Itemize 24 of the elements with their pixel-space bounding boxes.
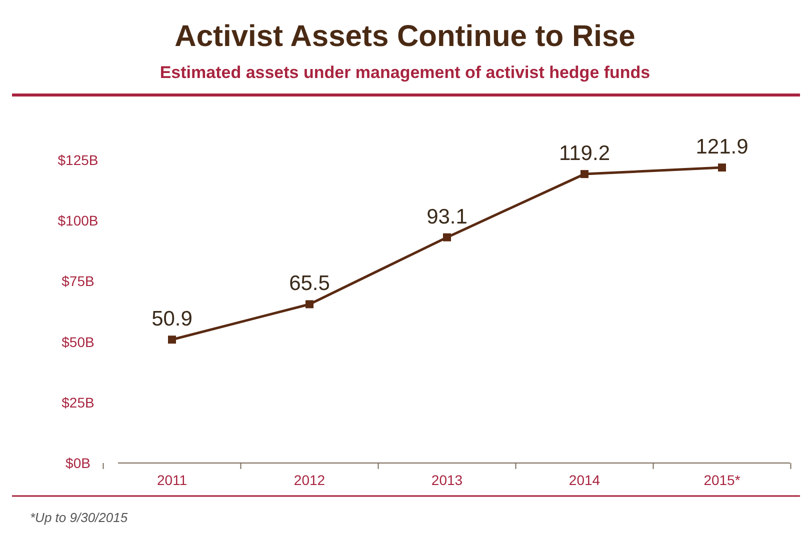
x-tick-label: 2015* — [704, 472, 741, 488]
data-label: 119.2 — [559, 142, 610, 166]
y-tick-label: $75B — [62, 273, 94, 290]
y-tick-label: $25B — [62, 394, 94, 410]
x-tick-label: 2011 — [156, 472, 188, 488]
data-label: 121.9 — [696, 136, 748, 159]
data-label: 50.9 — [152, 308, 192, 331]
point — [443, 233, 451, 242]
data-label: 65.5 — [289, 272, 330, 296]
chart-title: Activist Assets Continue to Rise — [174, 20, 636, 53]
data-label: 93.1 — [426, 205, 468, 228]
x-tick-label: 2014 — [568, 472, 600, 488]
text: *Up to 9/30/2015 — [30, 510, 128, 525]
y-tick-label: $100B — [58, 212, 98, 229]
point — [306, 300, 314, 308]
y-tick-label: $50B — [62, 334, 94, 350]
y-tick-label: $125B — [58, 152, 98, 168]
chart-subtitle: Estimated assets under management of activist hedge funds — [160, 63, 650, 82]
point — [718, 164, 726, 172]
x-tick-label: 2012 — [294, 472, 326, 488]
y-tick-label: $0B — [66, 455, 90, 471]
point — [168, 336, 176, 344]
point — [580, 170, 588, 178]
x-tick-label: 2013 — [431, 472, 463, 488]
